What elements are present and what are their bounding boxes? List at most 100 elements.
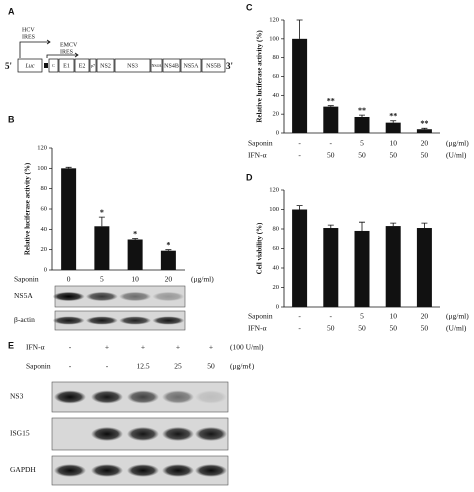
- y-tick-label: 40: [273, 264, 280, 271]
- bar: [323, 228, 339, 307]
- row-level: -: [106, 362, 109, 371]
- row-level: 0: [67, 275, 71, 284]
- ires-block: [44, 63, 48, 68]
- error-bar: [65, 166, 72, 169]
- row-level: -: [298, 139, 301, 148]
- blot-band: [162, 390, 194, 404]
- y-axis-label: Cell viability (%): [256, 222, 264, 274]
- blot-band: [195, 426, 227, 442]
- significance: *: [133, 229, 137, 238]
- row-level: -: [330, 312, 333, 321]
- segment-label: p7: [91, 63, 95, 68]
- significance: *: [100, 208, 104, 217]
- arrow: [19, 39, 51, 58]
- error-bar: [98, 216, 105, 227]
- row-level: -: [298, 312, 301, 321]
- y-tick-label: 80: [273, 54, 280, 61]
- significance: **: [358, 106, 366, 115]
- row-level: 50: [358, 324, 366, 333]
- y-tick-label: 120: [269, 186, 279, 193]
- y-tick-label: 20: [41, 246, 48, 253]
- y-tick-label: 40: [41, 226, 48, 233]
- bar: [385, 122, 401, 133]
- segment-label: NS4A: [151, 63, 161, 68]
- error-bar: [421, 222, 428, 229]
- row-level: 10: [389, 312, 397, 321]
- segment-label: E2: [79, 63, 86, 69]
- panel-label: C: [246, 2, 253, 12]
- y-tick-label: 60: [273, 73, 280, 80]
- segment-label: NS4B: [164, 63, 179, 69]
- row-level: 50: [389, 151, 397, 160]
- segment-label: NS3: [127, 63, 138, 69]
- row-name: Saponin: [248, 139, 273, 148]
- blot-band: [91, 426, 123, 442]
- row-unit: (100 U/ml): [230, 343, 264, 352]
- blot-band: [162, 426, 194, 442]
- bar: [323, 106, 339, 133]
- blot-label: NS3: [10, 392, 24, 401]
- row-name: IFN-α: [248, 324, 267, 333]
- row-level: 20: [421, 312, 429, 321]
- bar: [292, 38, 308, 134]
- row-name: IFN-α: [248, 151, 267, 160]
- gene-segment: [74, 58, 90, 73]
- bar: [416, 228, 432, 307]
- blot-band: [52, 291, 85, 302]
- blot-band: [54, 390, 86, 404]
- y-tick-label: 80: [273, 225, 280, 232]
- gene-segment: [17, 58, 43, 73]
- blot-label: GAPDH: [10, 465, 36, 474]
- bar: [385, 226, 401, 307]
- blot-band: [119, 316, 152, 325]
- bar: [416, 129, 432, 133]
- segment-label: NS5A: [183, 63, 199, 69]
- gene-segment: [48, 58, 59, 73]
- blot-band: [152, 316, 185, 325]
- y-tick-label: 20: [273, 111, 280, 118]
- end-label: 5': [5, 61, 12, 71]
- row-level: 50: [389, 324, 397, 333]
- significance: **: [420, 119, 428, 128]
- significance: **: [327, 97, 335, 106]
- segment-label: Luc: [25, 63, 35, 69]
- row-level: -: [69, 362, 72, 371]
- bar: [61, 168, 77, 270]
- y-tick-label: 0: [276, 303, 279, 310]
- bar: [292, 209, 308, 307]
- blot-band: [152, 291, 185, 302]
- row-level: +: [209, 343, 213, 352]
- error-bar: [359, 114, 365, 117]
- blot-band: [119, 291, 152, 302]
- blot-band: [127, 390, 159, 404]
- ires-label: IRES: [60, 49, 73, 55]
- row-unit: (μg/ml): [191, 275, 214, 284]
- blot-band: [91, 390, 123, 404]
- gene-segment: [96, 58, 115, 73]
- blot-band: [85, 291, 118, 302]
- row-name: Saponin: [26, 362, 51, 371]
- row-level: +: [105, 343, 109, 352]
- y-axis-label: Relative luciferase activity (%): [256, 30, 264, 123]
- panel-label: E: [8, 340, 14, 350]
- blot-band: [195, 464, 227, 477]
- row-level: +: [176, 343, 180, 352]
- error-bar: [390, 120, 397, 123]
- blot-band: [162, 464, 194, 477]
- error-bar: [132, 238, 139, 240]
- gene-segment: [58, 58, 75, 73]
- bar: [94, 226, 110, 270]
- blot-band: [127, 426, 159, 442]
- error-bar: [421, 127, 428, 130]
- y-tick-label: 40: [273, 92, 280, 99]
- gene-segment: [114, 58, 151, 73]
- y-tick-label: 0: [44, 266, 47, 273]
- blot-band: [195, 390, 227, 404]
- row-unit: (μg/ml): [446, 139, 469, 148]
- segment-label: NS2: [100, 63, 111, 69]
- row-unit: (μg/ml): [446, 312, 469, 321]
- row-name: Saponin: [14, 275, 39, 284]
- row-level: 10: [131, 275, 139, 284]
- y-axis-label: Relative luciferase activity (%): [24, 162, 32, 255]
